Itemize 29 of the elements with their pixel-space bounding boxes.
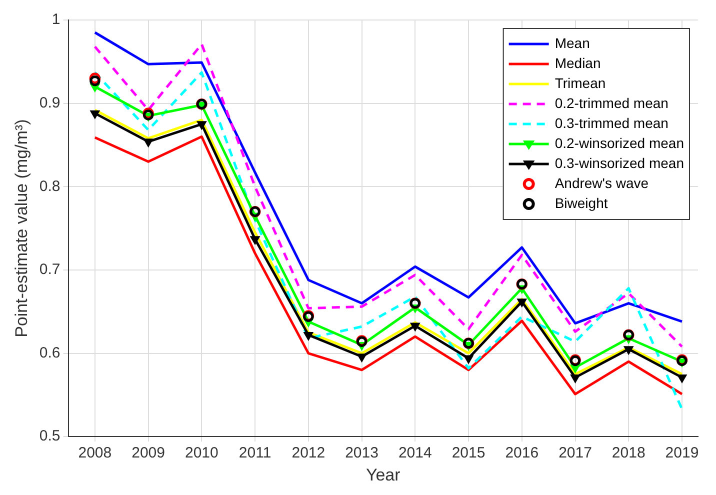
legend-label: 0.2-trimmed mean <box>554 94 668 111</box>
x-tick-label: 2018 <box>612 444 646 462</box>
x-tick-label: 2011 <box>238 444 272 462</box>
x-tick-label: 2010 <box>184 444 218 462</box>
legend-label: 0.3-winsorized mean <box>554 154 684 171</box>
legend-label: Biweight <box>554 194 608 211</box>
x-tick-label: 2019 <box>665 444 699 462</box>
x-tick-label: 2008 <box>78 444 112 462</box>
x-tick-label: 2015 <box>452 444 486 462</box>
legend-label: Trimean <box>554 74 606 91</box>
legend-label: 0.3-trimmed mean <box>554 114 668 131</box>
x-tick-label: 2013 <box>345 444 378 462</box>
x-tick-label: 2017 <box>558 444 592 462</box>
y-axis-title: Point-estimate value (mg/m³) <box>12 119 31 338</box>
x-tick-label: 2014 <box>398 444 432 462</box>
legend-label: Median <box>554 54 601 71</box>
y-tick-label: 0.9 <box>39 94 60 112</box>
y-tick-label: 0.6 <box>39 344 60 362</box>
y-tick-label: 0.7 <box>39 261 60 278</box>
legend-label: 0.2-winsorized mean <box>554 134 684 151</box>
legend-label: Andrew's wave <box>554 174 649 191</box>
x-tick-label: 2016 <box>505 444 539 462</box>
x-tick-label: 2012 <box>292 444 326 462</box>
y-tick-label: 1 <box>52 11 60 28</box>
legend-label: Mean <box>554 34 590 51</box>
y-tick-label: 0.8 <box>39 178 60 195</box>
x-tick-label: 2009 <box>132 444 165 462</box>
y-tick-label: 0.5 <box>39 428 60 445</box>
x-axis-title: Year <box>366 465 401 484</box>
